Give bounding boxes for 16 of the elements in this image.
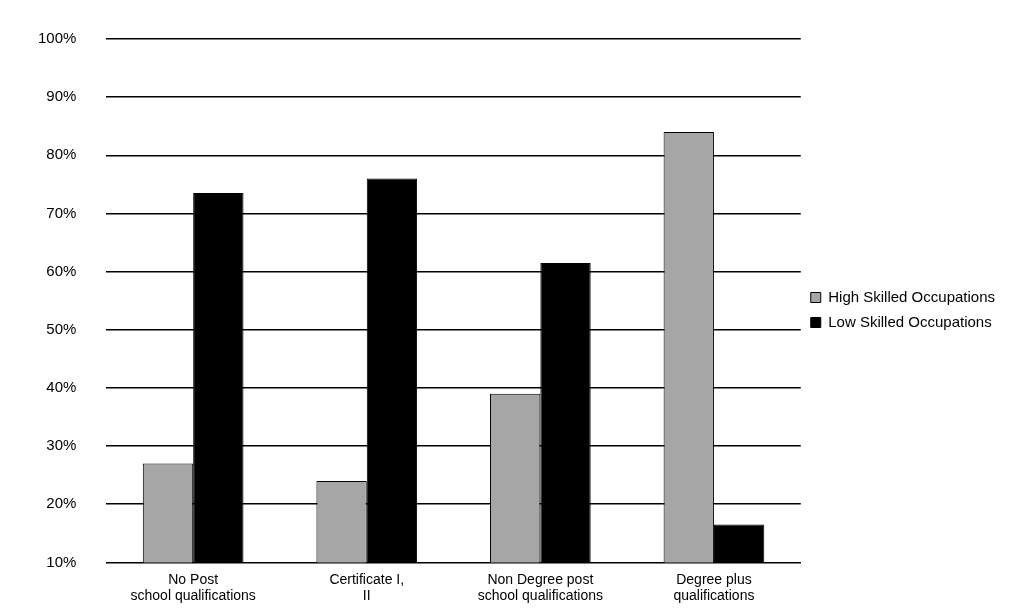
y-tick-label: 60% [46, 261, 77, 279]
legend-label: High Skilled Occupations [828, 287, 996, 305]
y-tick-label: 20% [46, 494, 77, 512]
y-tick-label: 10% [46, 552, 77, 570]
y-tick-label: 80% [46, 145, 77, 163]
y-tick-label: 40% [46, 378, 77, 396]
y-tick-label: 30% [46, 436, 77, 454]
y-tick-label: 100% [37, 29, 77, 47]
legend-label: Low Skilled Occupations [828, 312, 992, 330]
x-tick-label: Non Degree post school qualifications [477, 570, 603, 604]
x-tick-label: No Post school qualifications [130, 570, 256, 604]
y-tick-label: 70% [46, 203, 77, 221]
y-tick-label: 90% [46, 87, 77, 105]
y-tick-label: 50% [46, 319, 77, 337]
x-tick-label: Certificate I, II [329, 570, 405, 604]
x-tick-label: Degree plus qualifications [673, 570, 755, 604]
